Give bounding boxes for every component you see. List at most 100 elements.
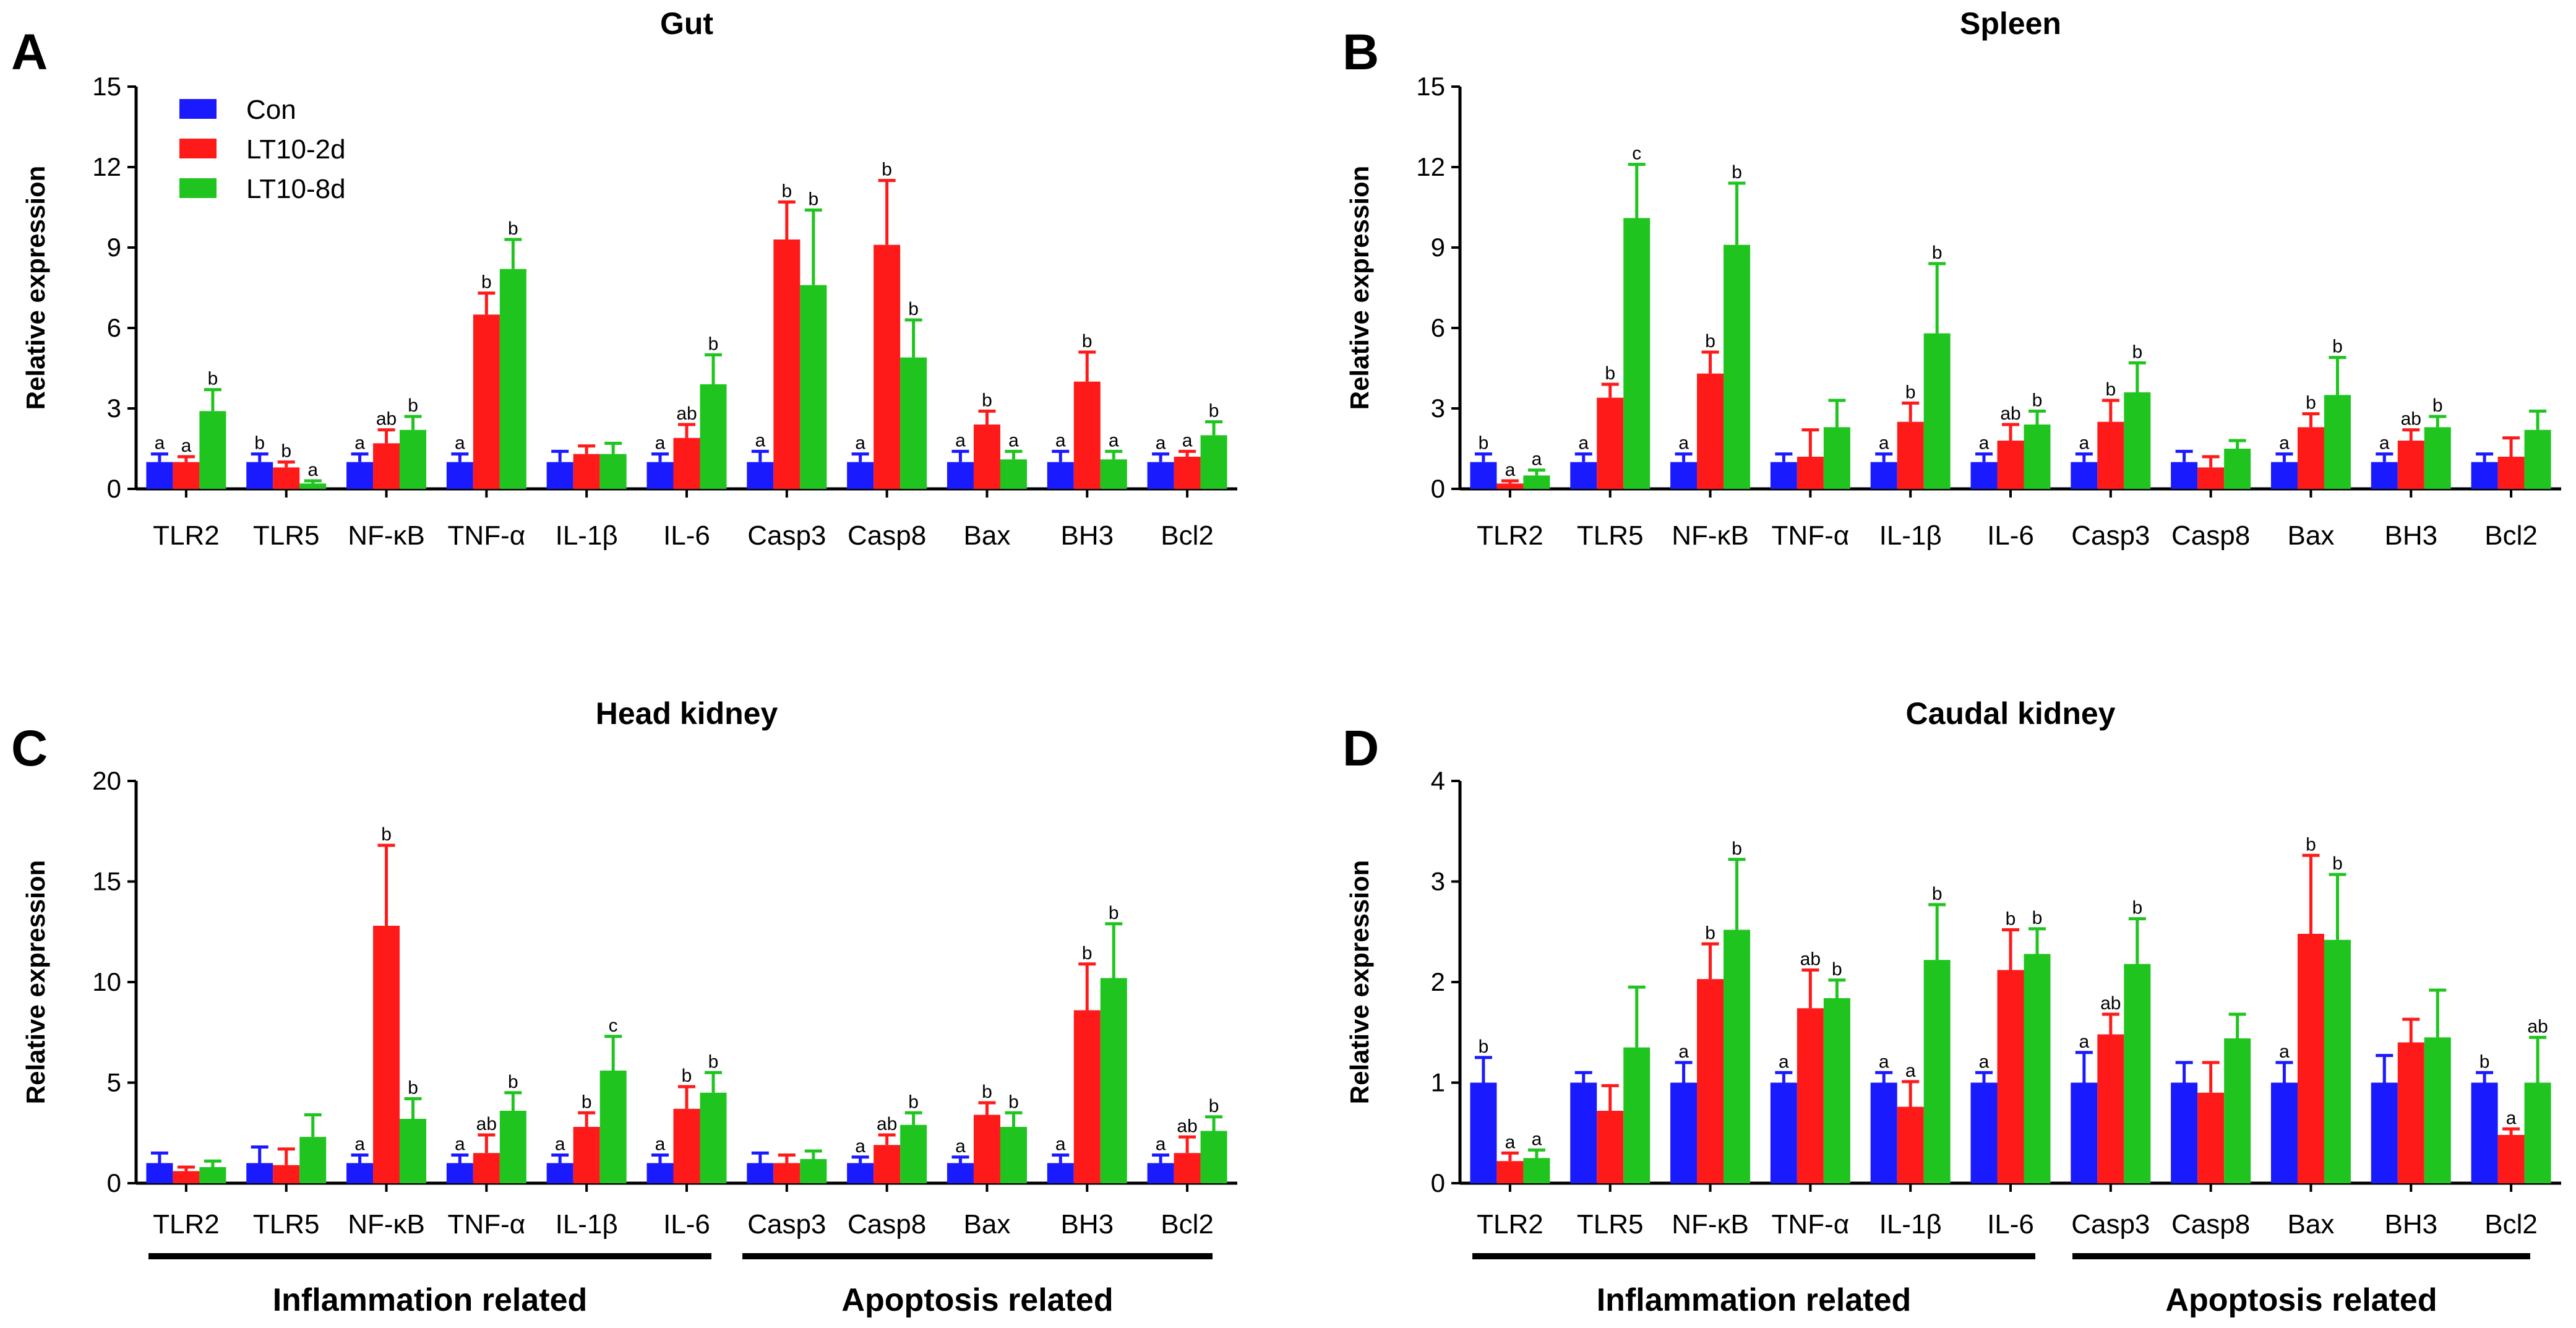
bar-d-tlr2-lt10-8d: [1523, 1158, 1550, 1183]
legend-swatch-lt10-2d: [179, 139, 217, 158]
x-tick-label-c-il-1b: IL-1β: [556, 1209, 618, 1240]
bar-a-casp3-con: [747, 462, 774, 489]
sig-letter-a-bax-lt10-8d: a: [1008, 430, 1019, 451]
bar-d-tnf-a-con: [1770, 1082, 1797, 1183]
y-tick-label-d-0: 0: [1431, 1168, 1445, 1197]
bar-c-casp8-lt10-8d: [900, 1124, 927, 1183]
sig-letter-d-il-6-con: a: [1979, 1051, 1990, 1072]
sig-letter-d-bax-lt10-8d: b: [2332, 853, 2343, 874]
bar-d-tlr5-lt10-2d: [1597, 1111, 1624, 1183]
x-tick-label-b-casp3: Casp3: [2071, 520, 2150, 551]
bar-d-bcl2-con: [2471, 1082, 2498, 1183]
bar-a-tlr5-lt10-2d: [273, 467, 300, 489]
sig-letter-a-casp8-con: a: [855, 433, 865, 454]
sig-letter-a-tnf-a-lt10-2d: b: [481, 272, 492, 293]
sig-letter-b-casp3-con: a: [2079, 433, 2089, 454]
sig-letter-a-casp3-lt10-8d: b: [808, 189, 818, 209]
sig-letter-b-il-6-lt10-2d: ab: [2000, 403, 2020, 424]
sig-letter-c-il-6-lt10-2d: b: [682, 1066, 692, 1086]
sig-letter-d-casp3-lt10-8d: b: [2132, 898, 2142, 918]
bar-b-il-6-lt10-2d: [1997, 441, 2024, 489]
bar-c-tnf-a-con: [446, 1163, 473, 1183]
sig-letter-a-tlr5-lt10-8d: a: [307, 460, 318, 480]
x-tick-label-d-il-1b: IL-1β: [1879, 1209, 1942, 1240]
bar-a-casp8-con: [847, 462, 874, 489]
sig-letter-b-il-6-lt10-8d: b: [2032, 390, 2043, 410]
y-tick-label-b-2: 6: [1431, 313, 1445, 342]
x-tick-label-c-tnf-a: TNF-α: [448, 1209, 526, 1240]
bar-a-il-6-lt10-8d: [700, 384, 727, 489]
sig-letter-d-casp3-con: a: [2079, 1032, 2089, 1052]
bar-b-casp3-lt10-8d: [2124, 392, 2151, 489]
bar-b-casp8-lt10-2d: [2197, 467, 2225, 489]
x-tick-label-d-casp3: Casp3: [2071, 1209, 2150, 1240]
bar-b-nf-kb-con: [1670, 462, 1698, 489]
x-tick-label-c-bh3: BH3: [1060, 1209, 1114, 1240]
legend-swatch-lt10-8d: [179, 178, 217, 198]
sig-letter-a-il-6-lt10-2d: ab: [676, 403, 697, 424]
bar-b-il-1b-con: [1870, 462, 1897, 489]
bar-c-tnf-a-lt10-2d: [473, 1153, 500, 1183]
x-tick-label-c-casp3: Casp3: [747, 1209, 826, 1240]
sig-letter-a-casp3-lt10-2d: b: [781, 181, 792, 201]
sig-letter-c-bcl2-lt10-2d: ab: [1177, 1116, 1197, 1136]
y-tick-label-b-3: 9: [1431, 233, 1445, 262]
bar-a-bcl2-lt10-2d: [1174, 457, 1201, 489]
bar-c-il-1b-lt10-8d: [599, 1071, 627, 1183]
sig-letter-c-bh3-con: a: [1055, 1134, 1066, 1155]
bar-a-tnf-a-con: [446, 462, 473, 489]
sig-letter-d-il-6-lt10-8d: b: [2032, 908, 2043, 928]
bar-c-il-6-con: [646, 1163, 674, 1183]
bar-a-il-1b-lt10-8d: [599, 454, 627, 489]
y-tick-label-a-3: 9: [107, 233, 121, 262]
x-tick-label-a-casp3: Casp3: [747, 520, 826, 551]
sig-letter-b-casp3-lt10-8d: b: [2132, 342, 2142, 362]
sig-letter-b-il-1b-lt10-8d: b: [1932, 243, 1943, 263]
sig-letter-c-il-1b-lt10-8d: c: [609, 1015, 618, 1036]
x-tick-label-d-tlr2: TLR2: [1477, 1209, 1543, 1240]
bar-a-bcl2-con: [1147, 462, 1174, 489]
x-tick-label-a-tlr5: TLR5: [253, 520, 320, 551]
y-tick-label-d-2: 2: [1431, 967, 1445, 996]
sig-letter-c-bax-lt10-8d: b: [1008, 1092, 1019, 1112]
bar-a-il-1b-lt10-2d: [573, 454, 600, 489]
y-tick-label-d-4: 4: [1431, 766, 1445, 795]
y-tick-label-a-0: 0: [107, 474, 121, 503]
sig-letter-b-bh3-lt10-8d: b: [2432, 395, 2443, 416]
panel-title-b: Spleen: [1960, 6, 2061, 41]
bar-a-casp3-lt10-2d: [773, 239, 801, 489]
bar-a-tnf-a-lt10-2d: [473, 314, 500, 489]
sig-letter-c-bh3-lt10-2d: b: [1082, 943, 1093, 964]
bar-b-il-6-lt10-8d: [2024, 425, 2051, 489]
bar-d-il-6-lt10-8d: [2024, 954, 2051, 1183]
sig-letter-a-tnf-a-con: a: [455, 433, 465, 454]
sig-letter-a-bcl2-con: a: [1156, 433, 1166, 454]
bar-d-bax-con: [2270, 1082, 2298, 1183]
sig-letter-d-nf-kb-lt10-8d: b: [1732, 839, 1742, 859]
sig-letter-a-casp8-lt10-2d: b: [882, 160, 892, 180]
sig-letter-b-bh3-con: a: [2379, 433, 2390, 454]
bar-d-bh3-con: [2371, 1082, 2398, 1183]
legend-label-con: Con: [246, 95, 296, 125]
sig-letter-d-il-6-lt10-2d: b: [2006, 909, 2016, 929]
y-axis-label-d: Relative expression: [1345, 860, 1374, 1105]
bar-b-bcl2-lt10-2d: [2497, 457, 2525, 489]
panel-letter-c: C: [11, 720, 48, 777]
x-tick-label-a-nf-kb: NF-κB: [348, 520, 425, 551]
bar-d-tlr2-lt10-2d: [1496, 1161, 1524, 1183]
group-label-inflammation-d: Inflammation related: [1597, 1282, 1912, 1318]
bar-a-bh3-con: [1047, 462, 1074, 489]
y-tick-label-d-3: 3: [1431, 867, 1445, 896]
sig-letter-a-nf-kb-con: a: [354, 433, 365, 454]
x-tick-label-a-il-6: IL-6: [663, 520, 710, 551]
bar-b-tlr5-con: [1570, 462, 1597, 489]
sig-letter-c-tnf-a-con: a: [455, 1134, 465, 1155]
sig-letter-b-tlr5-lt10-8d: c: [1632, 144, 1641, 164]
bar-a-tlr5-lt10-8d: [299, 483, 327, 489]
sig-letter-a-il-6-con: a: [655, 433, 666, 454]
y-tick-label-c-1: 5: [107, 1068, 121, 1097]
sig-letter-a-bh3-lt10-8d: a: [1109, 430, 1119, 451]
bar-c-bax-lt10-8d: [1000, 1127, 1027, 1183]
